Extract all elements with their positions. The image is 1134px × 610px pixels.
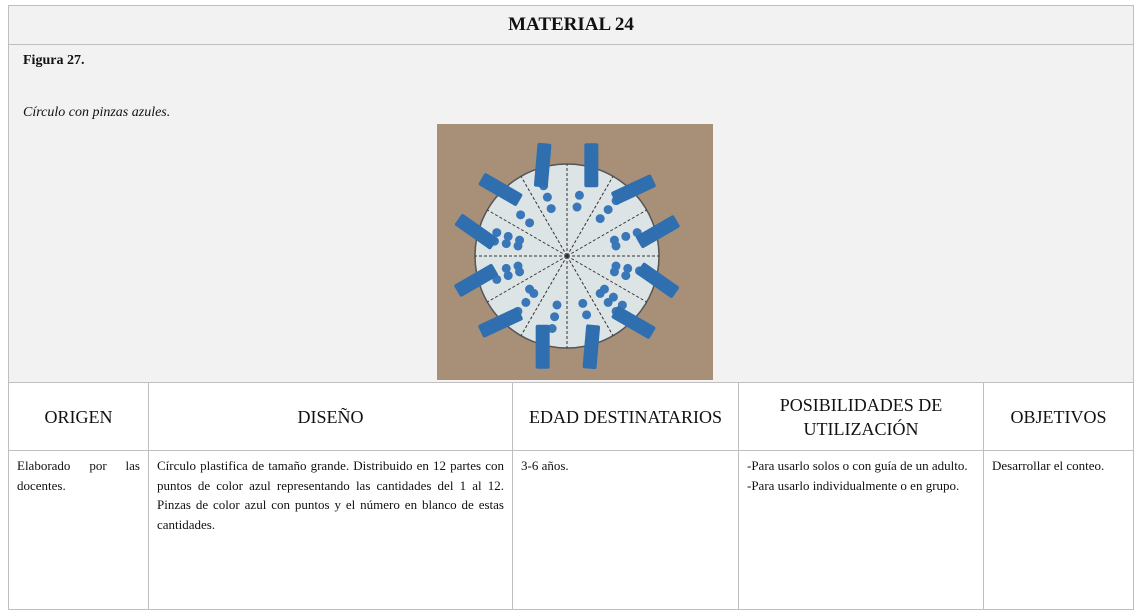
column-header: EDAD DESTINATARIOS (512, 382, 739, 451)
photo-detail (533, 142, 552, 188)
photo-detail (454, 263, 499, 297)
photo-detail (550, 312, 560, 322)
cell-text: -Para usarlo individualmente o en grupo. (747, 477, 960, 493)
photo-detail (603, 205, 613, 215)
photo-detail (621, 271, 631, 281)
photo-detail (516, 210, 526, 220)
photo-detail (609, 267, 619, 277)
photo-detail (595, 288, 605, 298)
photo-detail (582, 310, 592, 320)
photo-detail (621, 231, 631, 241)
cell-text: Elaborado por las docentes. (17, 458, 140, 493)
photo-detail (520, 176, 568, 257)
figure-caption: Círculo con pinzas azules. (23, 105, 171, 120)
photo-detail (578, 298, 588, 308)
photo-detail (525, 284, 535, 294)
column-header: OBJETIVOS (983, 382, 1134, 451)
photo-detail (513, 261, 523, 271)
table-cell: Desarrollar el conteo. (983, 450, 1134, 610)
photo-detail (552, 300, 562, 310)
photo-detail (574, 190, 584, 200)
photo-detail (611, 241, 621, 251)
table-cell: Elaborado por las docentes. (8, 450, 149, 610)
photo-detail (603, 297, 613, 307)
photo-detail (546, 204, 556, 214)
photo-detail (566, 255, 647, 303)
table-cell: 3-6 años. (512, 450, 739, 610)
photo-detail (535, 324, 550, 369)
cell-text: Círculo plastifica de tamaño grande. Dis… (157, 458, 504, 532)
title-row: MATERIAL 24 (8, 5, 1134, 45)
photo-detail (521, 297, 531, 307)
photo-detail (501, 263, 511, 273)
photo-detail (595, 214, 605, 224)
photo-detail (487, 209, 568, 257)
cell-text: -Para usarlo solos o con guía de un adul… (747, 458, 968, 473)
photo-detail (623, 263, 633, 273)
table-cell: Círculo plastifica de tamaño grande. Dis… (148, 450, 513, 610)
photo-detail (611, 306, 656, 339)
photo-detail (487, 255, 568, 303)
photo-detail (566, 176, 614, 257)
photo (437, 124, 713, 380)
title: MATERIAL 24 (508, 14, 634, 35)
cell-text: 3-6 años. (521, 458, 569, 473)
photo-detail (520, 255, 568, 336)
photo-detail (542, 192, 552, 202)
photo-detail (566, 209, 647, 257)
photo-detail (582, 324, 601, 370)
photo-detail (501, 239, 511, 249)
photo-detail (636, 262, 680, 298)
column-header: ORIGEN (8, 382, 149, 451)
cell-text: Desarrollar el conteo. (992, 458, 1105, 473)
table-cell: -Para usarlo solos o con guía de un adul… (738, 450, 984, 610)
photo-detail (584, 143, 599, 188)
photo-detail (572, 202, 582, 212)
figure-label: Figura 27. (23, 53, 85, 68)
photo-detail (635, 215, 680, 249)
photo-detail (454, 214, 498, 250)
photo-detail (503, 231, 513, 241)
photo-detail (478, 307, 523, 338)
photo-detail (503, 271, 513, 281)
photo-detail (525, 218, 535, 228)
column-header: POSIBILIDADES DE UTILIZACIÓN (738, 382, 984, 451)
photo-detail (611, 174, 656, 205)
photo-detail (478, 173, 523, 206)
column-header: DISEÑO (148, 382, 513, 451)
figure-row: Figura 27. Círculo con pinzas azules. (8, 44, 1134, 383)
photo-detail (547, 323, 557, 333)
photo-detail (515, 235, 525, 245)
photo-detail (492, 228, 502, 238)
photo-detail (566, 255, 614, 336)
